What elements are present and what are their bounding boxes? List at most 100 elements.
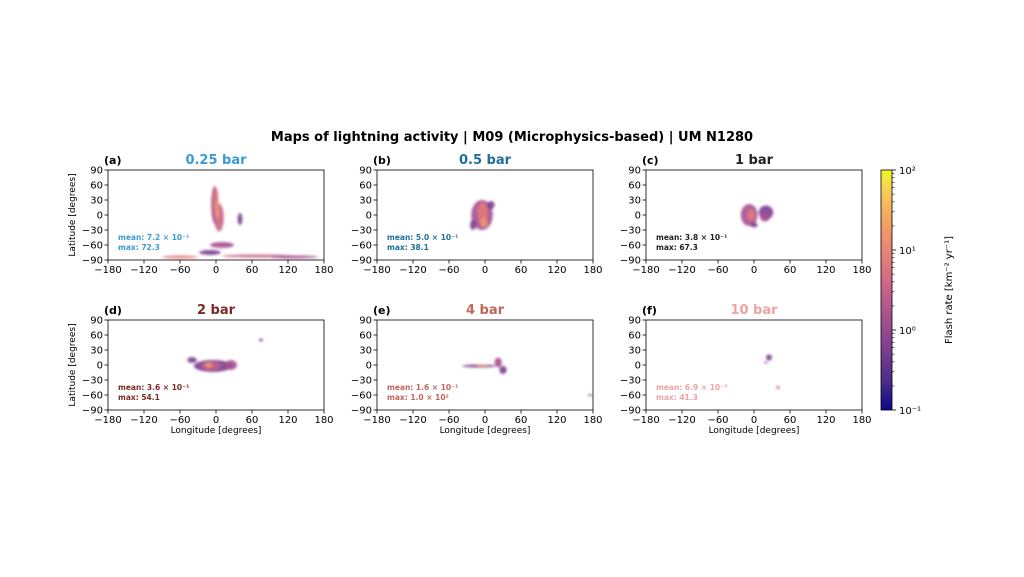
chart-panel: −180 −120 −60 0 60 120 180 90 60 30 0 −30 −60 −90 (e) 4…	[351, 303, 603, 436]
x-tick-label: −180	[632, 265, 659, 276]
heatmap-cell-cluster	[747, 209, 755, 221]
x-tick-label: 120	[278, 265, 297, 276]
y-tick-label: −90	[620, 256, 641, 267]
y-tick-label: 60	[90, 181, 103, 192]
y-tick-label: −30	[620, 226, 641, 237]
x-tick-label: −120	[130, 265, 157, 276]
y-tick-label: −90	[82, 406, 103, 417]
panel-label: (b)	[373, 154, 391, 167]
x-tick-label: 180	[583, 415, 602, 426]
mean-annotation: mean: 3.8 × 10⁻¹	[656, 233, 727, 242]
y-tick-label: −30	[82, 226, 103, 237]
max-annotation: max: 38.1	[387, 243, 429, 252]
heatmap-cell-cluster	[162, 255, 198, 259]
x-tick-label: 120	[278, 415, 297, 426]
panel-title: 1 bar	[735, 153, 774, 168]
y-tick-label: 0	[366, 361, 372, 372]
x-tick-label: 0	[751, 415, 757, 426]
max-annotation: max: 1.0 × 10²	[387, 393, 449, 402]
max-annotation: max: 54.1	[118, 393, 160, 402]
panel-label: (c)	[642, 154, 659, 167]
x-tick-label: 60	[784, 265, 797, 276]
heatmap-cell-cluster	[760, 213, 770, 222]
x-tick-label: 60	[784, 415, 797, 426]
panel-title: 10 bar	[730, 303, 778, 318]
x-tick-label: 180	[583, 265, 602, 276]
x-tick-label: 120	[816, 265, 835, 276]
x-tick-label: −120	[130, 415, 157, 426]
heatmap-cell-cluster	[470, 220, 476, 230]
y-tick-label: −60	[620, 391, 641, 402]
y-tick-label: −30	[351, 376, 372, 387]
y-tick-label: −90	[351, 256, 372, 267]
y-tick-label: 30	[628, 196, 641, 207]
heatmap-area	[470, 200, 495, 230]
heatmap-cell-cluster	[487, 201, 495, 209]
y-axis-label: Latitude [degrees]	[68, 323, 78, 406]
heatmap-cell-cluster	[205, 362, 213, 368]
chart-panel: −180 −120 −60 0 60 120 180 90 60 30 0 −30 −60 −90 (d) 2…	[68, 303, 334, 436]
heatmap-cell-cluster	[499, 366, 507, 374]
y-tick-label: 30	[359, 346, 372, 357]
heatmap-cell-cluster	[259, 338, 263, 342]
y-tick-label: −60	[351, 241, 372, 252]
colorbar-tick-label: 10⁰	[899, 326, 916, 337]
figure-title: Maps of lightning activity | M09 (Microp…	[270, 130, 754, 145]
heatmap-cell-cluster	[225, 360, 237, 370]
mean-annotation: mean: 1.6 × 10⁻¹	[387, 383, 458, 392]
colorbar-tick-label: 10¹	[899, 246, 916, 257]
heatmap-cell-cluster	[764, 361, 768, 364]
mean-annotation: mean: 6.9 × 10⁻³	[656, 383, 727, 392]
y-tick-label: −30	[351, 226, 372, 237]
panel-title: 0.25 bar	[185, 153, 247, 168]
x-tick-label: 60	[246, 265, 259, 276]
x-tick-label: 120	[816, 415, 835, 426]
panel-title: 0.5 bar	[459, 153, 512, 168]
x-axis-label: Longitude [degrees]	[709, 426, 800, 436]
x-axis-label: Longitude [degrees]	[440, 426, 531, 436]
mean-annotation: mean: 5.0 × 10⁻¹	[387, 233, 458, 242]
panel-title: 4 bar	[466, 303, 505, 318]
x-tick-label: −60	[169, 415, 190, 426]
heatmap-area	[740, 204, 774, 228]
x-tick-label: −60	[707, 265, 728, 276]
heatmap-cell-cluster	[476, 364, 488, 367]
y-tick-label: −90	[351, 406, 372, 417]
heatmap-cell-cluster	[494, 357, 502, 368]
colorbar-tick-label: 10²	[899, 166, 916, 177]
x-tick-label: −60	[438, 415, 459, 426]
heatmap-cell-cluster	[480, 217, 488, 228]
max-annotation: max: 72.3	[118, 243, 160, 252]
y-tick-label: −90	[82, 256, 103, 267]
x-tick-label: 120	[547, 265, 566, 276]
y-tick-label: 90	[90, 316, 103, 327]
y-tick-label: −60	[620, 241, 641, 252]
heatmap-cell-cluster	[199, 250, 221, 255]
x-tick-label: −120	[399, 415, 426, 426]
x-tick-label: −120	[668, 415, 695, 426]
x-tick-label: 180	[314, 415, 333, 426]
chart-panel: −180 −120 −60 0 60 120 180 90 60 30 0 −30 −60 −90 (b) 0…	[351, 153, 603, 276]
x-tick-label: −120	[399, 265, 426, 276]
y-tick-label: 90	[628, 316, 641, 327]
y-tick-label: 90	[359, 166, 372, 177]
x-tick-label: −180	[632, 415, 659, 426]
x-tick-label: 180	[314, 265, 333, 276]
heatmap-cell-cluster	[750, 222, 758, 228]
y-tick-label: 30	[90, 196, 103, 207]
x-tick-label: 180	[852, 415, 871, 426]
x-tick-label: 180	[852, 265, 871, 276]
heatmap-area	[162, 186, 318, 259]
x-tick-label: 60	[515, 415, 528, 426]
y-tick-label: 0	[366, 211, 372, 222]
panel-label: (a)	[104, 154, 121, 167]
chart-panel: −180 −120 −60 0 60 120 180 90 60 30 0 −30 −60 −90 (f) 1…	[620, 303, 872, 436]
y-tick-label: 90	[359, 316, 372, 327]
y-tick-label: −30	[82, 376, 103, 387]
x-tick-label: 0	[751, 265, 757, 276]
x-tick-label: −60	[707, 415, 728, 426]
y-tick-label: 90	[90, 166, 103, 177]
chart-panel: −180 −120 −60 0 60 120 180 90 60 30 0 −30 −60 −90 (a) 0…	[68, 153, 334, 276]
colorbar-gradient	[880, 169, 893, 411]
